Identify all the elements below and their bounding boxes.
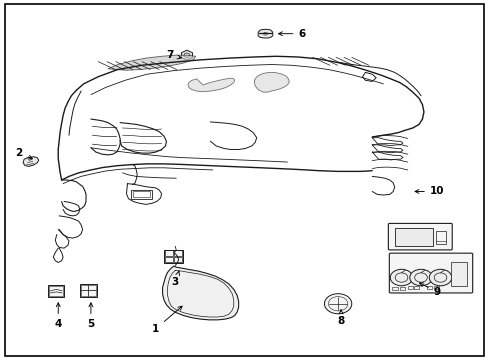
Text: 3: 3 <box>171 271 179 287</box>
Bar <box>88 291 96 296</box>
Circle shape <box>409 269 431 286</box>
Bar <box>164 250 172 256</box>
Circle shape <box>428 269 451 286</box>
FancyBboxPatch shape <box>387 224 451 250</box>
Circle shape <box>389 269 412 286</box>
Text: 9: 9 <box>419 283 440 297</box>
Polygon shape <box>254 72 289 92</box>
Polygon shape <box>108 55 195 70</box>
Bar <box>173 257 181 262</box>
Bar <box>49 286 63 296</box>
Text: 8: 8 <box>337 310 344 325</box>
Bar <box>81 285 88 290</box>
Polygon shape <box>258 30 272 38</box>
Bar <box>80 284 97 297</box>
Bar <box>450 262 466 286</box>
Bar <box>435 231 446 244</box>
Bar <box>427 286 431 289</box>
Bar <box>88 285 96 290</box>
Text: 10: 10 <box>414 186 444 197</box>
Polygon shape <box>162 266 238 320</box>
FancyBboxPatch shape <box>388 253 472 293</box>
Bar <box>48 285 64 297</box>
Bar <box>433 286 438 289</box>
Bar <box>81 291 88 296</box>
Polygon shape <box>23 157 39 166</box>
Polygon shape <box>181 50 192 60</box>
Bar <box>399 287 405 291</box>
Bar <box>413 286 418 289</box>
Bar <box>173 250 181 256</box>
Bar <box>133 191 150 197</box>
Text: 5: 5 <box>87 303 94 329</box>
Bar <box>163 249 182 263</box>
Bar <box>407 286 412 289</box>
Bar <box>394 228 432 246</box>
Circle shape <box>324 294 351 314</box>
Bar <box>164 257 172 262</box>
Text: 7: 7 <box>166 50 181 60</box>
Bar <box>131 190 152 199</box>
Text: 2: 2 <box>16 148 32 159</box>
Polygon shape <box>187 78 234 92</box>
Text: 6: 6 <box>278 29 305 39</box>
Text: 4: 4 <box>55 303 62 329</box>
Bar <box>391 287 397 291</box>
Text: 1: 1 <box>152 306 182 334</box>
